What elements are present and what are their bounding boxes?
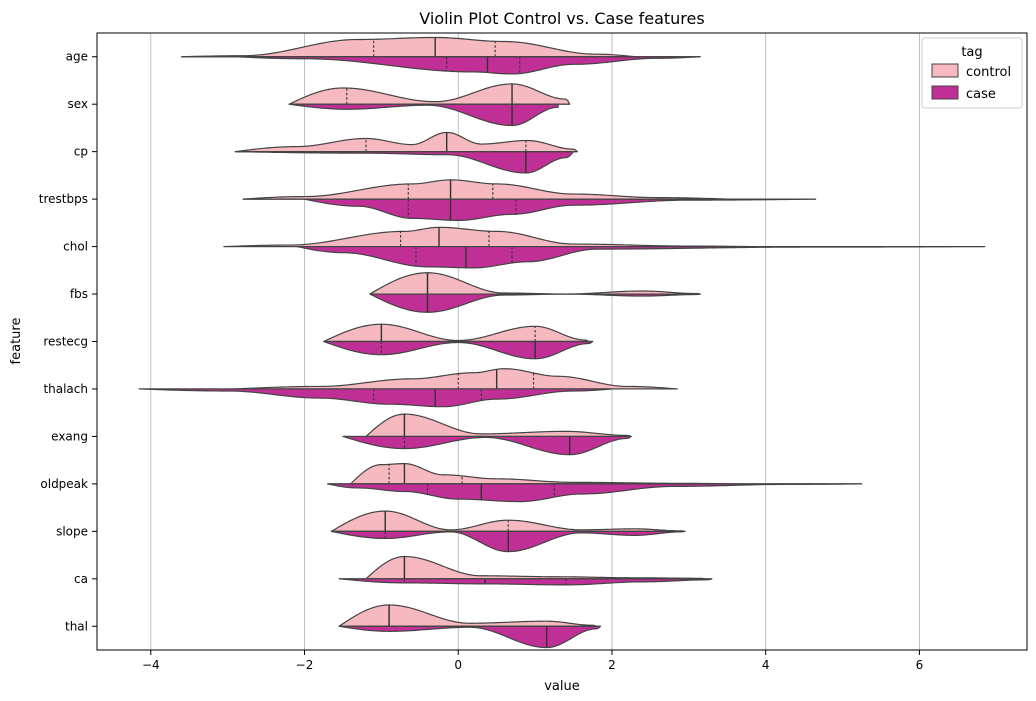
violin-ca xyxy=(338,555,713,586)
violin-control-half xyxy=(365,413,632,438)
y-tick-label-oldpeak: oldpeak xyxy=(40,477,88,491)
violin-control-half xyxy=(234,368,678,390)
violin-control-half xyxy=(180,36,636,58)
violin-case-half xyxy=(326,483,863,503)
y-tick-label-chol: chol xyxy=(63,240,88,254)
legend-label-control: control xyxy=(966,65,1011,80)
y-tick-label-thalach: thalach xyxy=(43,382,88,396)
y-tick-label-slope: slope xyxy=(56,524,88,538)
violin-control-half xyxy=(369,272,701,295)
violin-case-half xyxy=(138,388,613,408)
violin-case-half xyxy=(234,56,701,75)
y-tick-label-age: age xyxy=(66,50,88,64)
violin-fbs xyxy=(369,272,701,313)
x-axis: −4 −2 0 2 4 6 xyxy=(142,650,923,672)
y-tick-label-restecg: restecg xyxy=(43,335,88,349)
violin-case-half xyxy=(234,151,575,174)
y-tick-label-ca: ca xyxy=(74,572,88,586)
violin-thal xyxy=(338,604,602,649)
violin-control-half xyxy=(223,226,751,248)
violin-case-half xyxy=(303,198,817,222)
legend-label-case: case xyxy=(966,87,996,102)
violin-control-half xyxy=(365,555,705,580)
y-axis: age sex cp trestbps chol fbs restecg thalach exa… xyxy=(39,50,97,633)
violin-thalach xyxy=(138,368,678,408)
y-tick-label-thal: thal xyxy=(65,619,88,633)
violin-control-half xyxy=(234,131,578,153)
violin-case-half xyxy=(323,340,594,360)
violin-case-half xyxy=(288,103,559,127)
y-tick-label-exang: exang xyxy=(51,429,88,443)
violin-plot-area xyxy=(138,36,986,649)
chart-title: Violin Plot Control vs. Case features xyxy=(419,9,704,28)
violin-case-half xyxy=(342,435,632,456)
violin-control-half xyxy=(242,179,728,200)
violin-slope xyxy=(330,510,686,553)
y-tick-label-sex: sex xyxy=(67,97,88,111)
violin-cp xyxy=(234,131,578,174)
legend-title: tag xyxy=(961,45,982,60)
violin-age xyxy=(180,36,701,75)
y-tick-label-trestbps: trestbps xyxy=(39,192,88,206)
violin-control-half xyxy=(350,463,728,485)
violin-restecg xyxy=(323,323,594,360)
y-tick-label-fbs: fbs xyxy=(70,287,88,301)
x-tick-label: 4 xyxy=(762,658,770,672)
legend-swatch-control xyxy=(931,63,959,78)
violin-sex xyxy=(288,83,571,127)
violin-oldpeak xyxy=(326,463,863,503)
violin-case-half xyxy=(338,625,602,649)
violin-case-half xyxy=(338,578,713,586)
violin-case-half xyxy=(369,293,701,313)
violin-exang xyxy=(342,413,632,456)
violin-control-half xyxy=(288,83,571,105)
legend-swatch-case xyxy=(931,85,959,100)
legend: tag control case xyxy=(921,37,1023,109)
x-tick-label: 0 xyxy=(454,658,462,672)
violin-control-half xyxy=(338,604,598,627)
y-axis-label: feature xyxy=(9,318,24,365)
violin-chol xyxy=(223,226,986,269)
violin-trestbps xyxy=(242,179,817,222)
violin-control-half xyxy=(323,323,590,343)
x-axis-label: value xyxy=(544,679,580,694)
y-tick-label-cp: cp xyxy=(74,145,88,159)
x-tick-label: −2 xyxy=(296,658,314,672)
x-tick-label: −4 xyxy=(142,658,160,672)
x-tick-label: 2 xyxy=(608,658,616,672)
x-tick-label: 6 xyxy=(916,658,924,672)
violin-case-half xyxy=(296,245,986,269)
